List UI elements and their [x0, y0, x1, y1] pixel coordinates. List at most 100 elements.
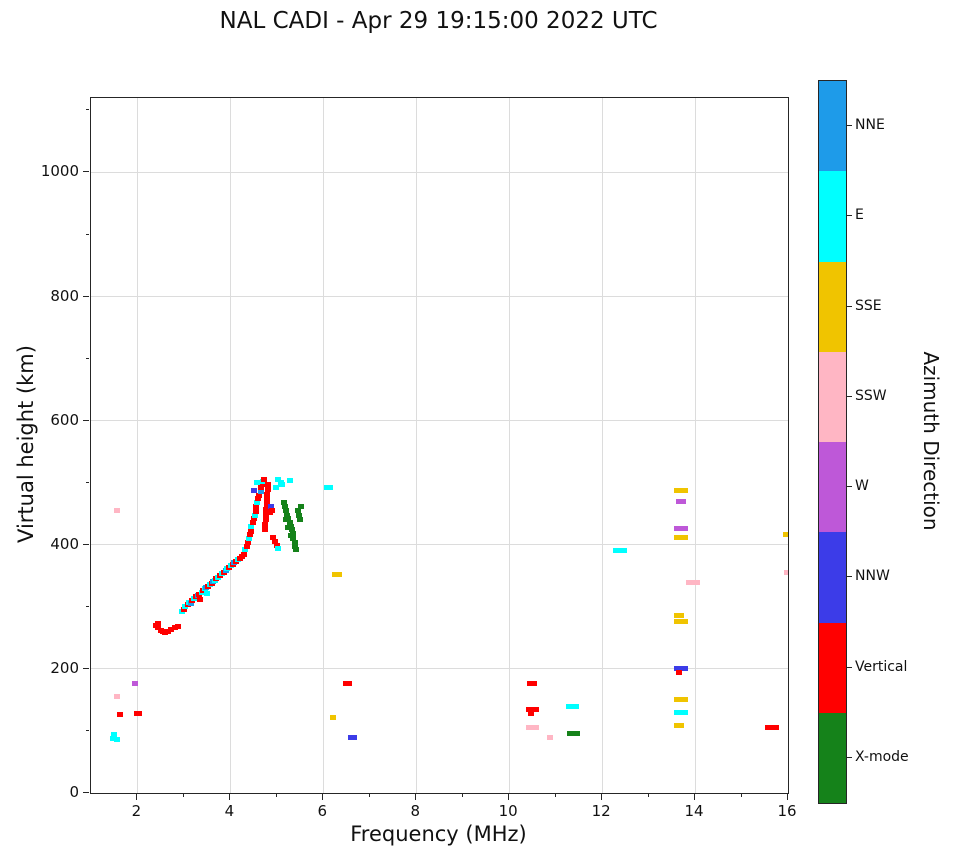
x-tick: [694, 794, 696, 800]
colorbar-label: SSE: [855, 297, 882, 314]
x-tick: [508, 794, 510, 800]
data-point: [769, 725, 776, 731]
data-point: [533, 724, 540, 730]
x-tick-minor: [740, 794, 742, 797]
data-point: [243, 543, 250, 549]
y-tick: [83, 419, 89, 421]
colorbar-label: NNE: [855, 117, 885, 134]
colorbar-segment: [819, 171, 846, 262]
x-tick: [415, 794, 417, 800]
data-point: [782, 532, 788, 538]
data-point: [345, 681, 352, 687]
data-point: [270, 534, 277, 540]
data-point: [269, 508, 276, 514]
y-tick: [83, 543, 89, 545]
x-tick-label: 6: [317, 802, 328, 820]
data-point: [681, 666, 688, 672]
x-tick-label: 12: [591, 802, 611, 820]
y-tick-minor: [86, 481, 89, 483]
data-point: [114, 737, 121, 743]
data-point: [262, 526, 269, 532]
data-point: [252, 503, 259, 509]
data-point: [290, 531, 297, 537]
data-point: [250, 516, 257, 522]
data-point: [155, 621, 162, 627]
data-point: [272, 539, 278, 545]
x-tick: [229, 794, 231, 800]
colorbar-label: NNW: [855, 568, 890, 585]
data-point: [527, 681, 534, 687]
colorbar-tick: [847, 486, 852, 488]
data-point: [262, 521, 269, 527]
data-point: [245, 536, 252, 542]
data-point: [693, 579, 700, 585]
data-point: [296, 512, 303, 518]
data-point: [674, 709, 681, 715]
x-tick-minor: [461, 794, 463, 797]
data-point: [765, 725, 772, 731]
colorbar: [818, 80, 847, 804]
data-point: [620, 547, 627, 553]
data-point: [679, 498, 686, 504]
data-point: [772, 725, 779, 731]
x-tick-minor: [368, 794, 370, 797]
x-tick: [136, 794, 138, 800]
data-point: [348, 735, 355, 741]
y-tick-label: 600: [50, 410, 79, 429]
data-point: [262, 516, 269, 522]
colorbar-segment: [819, 351, 846, 442]
data-point: [254, 500, 261, 506]
data-point: [681, 709, 688, 715]
data-point: [674, 534, 681, 540]
colorbar-tick: [847, 395, 852, 397]
data-point: [250, 488, 257, 494]
x-tick: [601, 794, 603, 800]
data-point: [342, 681, 349, 687]
data-point: [678, 618, 685, 624]
data-point: [282, 503, 289, 509]
data-point: [566, 730, 573, 736]
colorbar-tick: [847, 305, 852, 307]
data-point: [351, 735, 358, 741]
colorbar-segment: [819, 532, 846, 623]
data-point: [113, 694, 120, 700]
data-point: [528, 711, 535, 717]
data-point: [678, 488, 685, 494]
data-point: [335, 572, 342, 578]
y-axis-label: Virtual height (km): [14, 345, 38, 543]
data-point: [264, 487, 271, 493]
data-point: [674, 613, 681, 619]
grid-line-vertical: [601, 98, 603, 793]
data-point: [676, 498, 683, 504]
data-point: [291, 539, 298, 545]
data-point: [187, 601, 194, 607]
data-point: [268, 503, 275, 509]
data-point: [273, 542, 280, 548]
y-tick: [83, 295, 89, 297]
colorbar-tick: [847, 125, 852, 127]
data-point: [525, 707, 532, 713]
data-point: [674, 618, 681, 624]
data-point: [275, 546, 282, 551]
plot-area: [90, 97, 789, 794]
colorbar-segment: [819, 442, 846, 533]
data-point: [297, 517, 304, 523]
data-point: [525, 724, 532, 730]
data-point: [678, 534, 685, 540]
data-point: [241, 551, 248, 557]
data-point: [171, 625, 178, 631]
colorbar-title: Azimuth Direction: [919, 351, 943, 531]
data-point: [681, 618, 688, 624]
data-point: [167, 627, 174, 633]
data-point: [529, 707, 536, 713]
data-point: [678, 613, 685, 619]
colorbar-label: W: [855, 478, 869, 495]
data-point: [255, 496, 262, 502]
data-point: [248, 528, 255, 534]
x-tick: [787, 794, 788, 800]
data-point: [569, 703, 576, 709]
data-point: [290, 536, 297, 542]
data-point: [565, 703, 572, 709]
data-point: [613, 547, 620, 553]
